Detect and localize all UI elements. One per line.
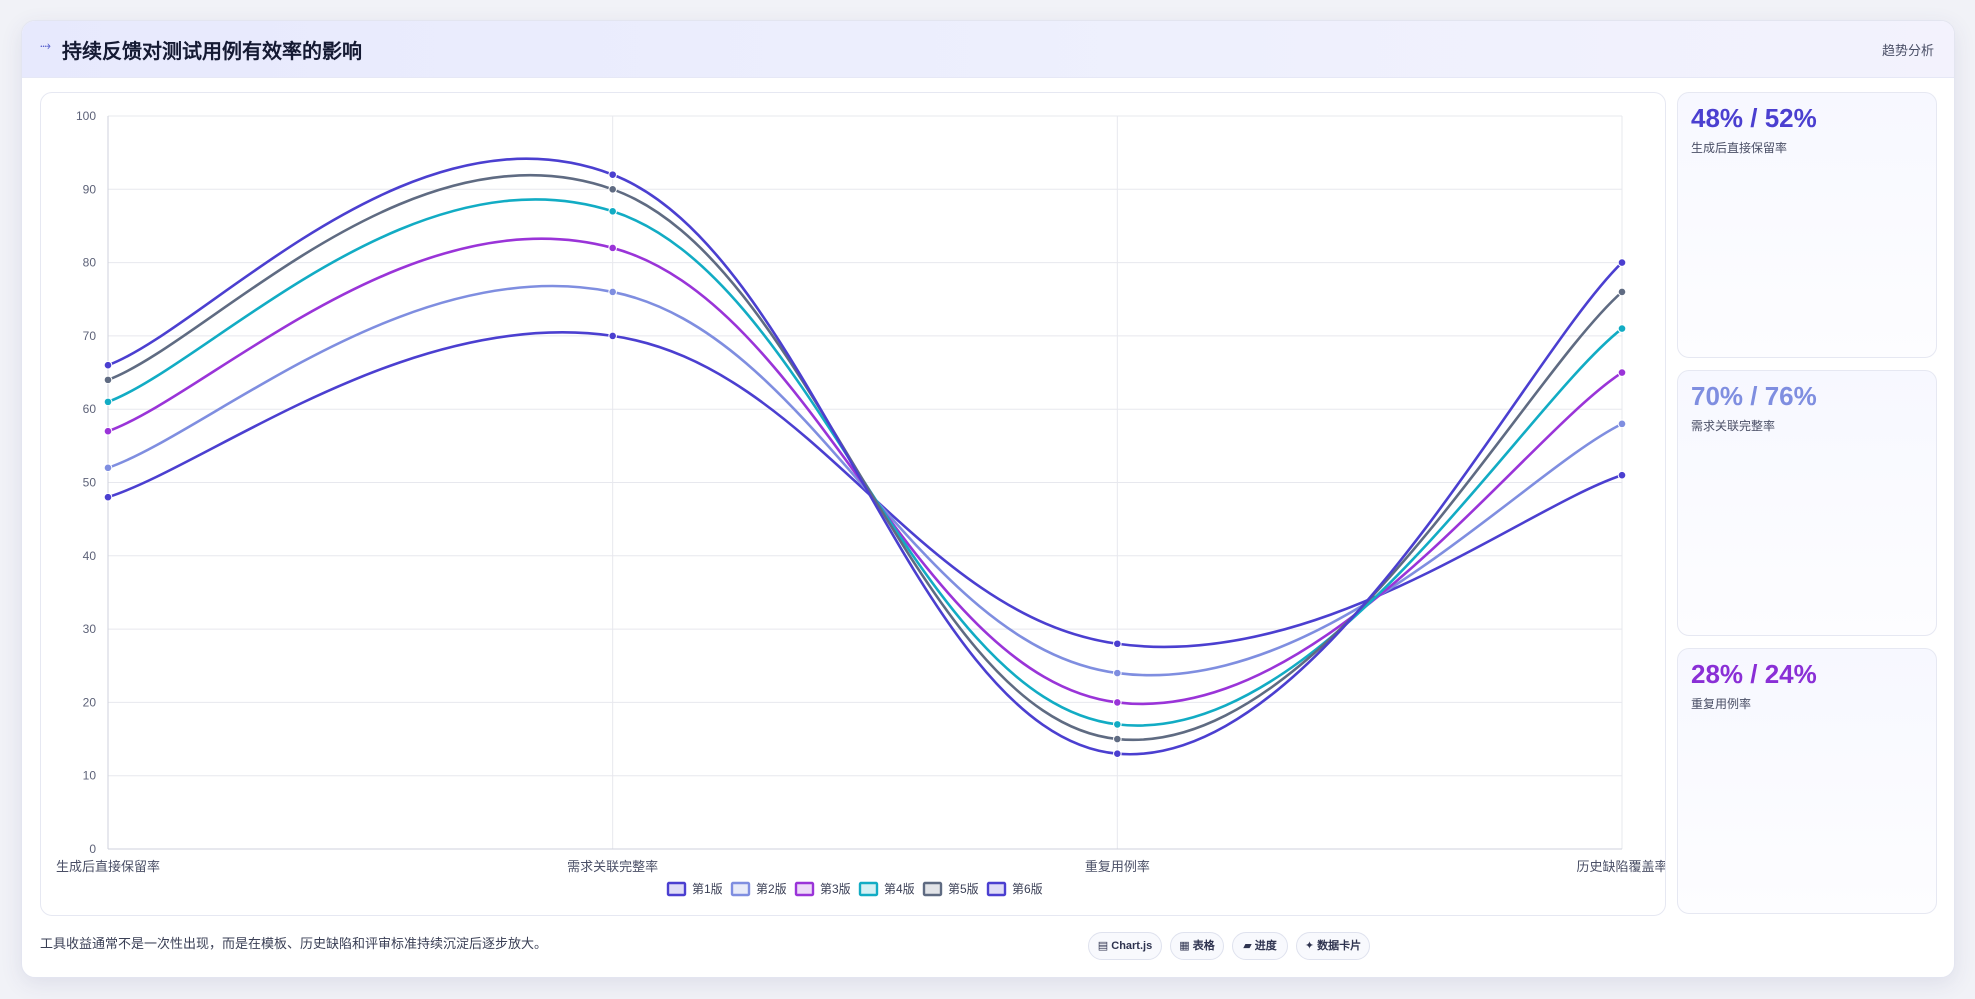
data-point xyxy=(1617,258,1627,267)
y-tick-label: 20 xyxy=(83,695,97,709)
legend-label: 第5版 xyxy=(948,882,979,896)
data-point xyxy=(608,185,617,194)
data-point xyxy=(103,463,113,473)
data-point xyxy=(103,426,113,436)
x-category-label: 需求关联完整率 xyxy=(567,859,658,874)
page-title: 持续反馈对测试用例有效率的影响 xyxy=(62,41,362,63)
y-tick-label: 60 xyxy=(83,402,97,416)
y-tick-label: 90 xyxy=(83,182,97,196)
legend-swatch xyxy=(858,881,879,897)
series-line-3 xyxy=(107,237,1623,706)
kpi-label: 需求关联完整率 xyxy=(1691,419,1776,433)
trend-analysis-tag[interactable]: 趋势分析 xyxy=(1881,43,1934,58)
kpi-value: 28% / 24% xyxy=(1691,659,1817,689)
x-category-label: 重复用例率 xyxy=(1085,859,1150,874)
legend-swatch xyxy=(794,881,815,897)
series-line-1 xyxy=(107,330,1623,649)
y-tick-label: 80 xyxy=(83,256,97,270)
series-line-6 xyxy=(107,157,1623,756)
y-tick-label: 70 xyxy=(83,329,97,343)
table-chip[interactable]: ▦ 表格 xyxy=(1170,932,1224,960)
data-point xyxy=(1113,720,1122,729)
chart-card: 0 10 20 30 40 50 60 70 80 90 100 生成后直接保留率 需求关联完整率 重复用… xyxy=(40,92,1666,916)
footer-note: 工具收益通常不是一次性出现，而是在模板、历史缺陷和评审标准持续沉淀后逐步放大。 xyxy=(40,936,548,951)
kpi-value: 70% / 76% xyxy=(1691,381,1817,411)
y-tick-label: 0 xyxy=(89,842,96,856)
kpi-card-retention: 48% / 52% 生成后直接保留率 xyxy=(1677,92,1937,358)
legend-swatch xyxy=(666,881,687,897)
x-category-label: 历史缺陷覆盖率 xyxy=(1576,859,1665,874)
legend-swatch xyxy=(986,881,1007,897)
data-point xyxy=(1617,368,1627,377)
series-line-5 xyxy=(107,174,1623,742)
data-point xyxy=(608,331,617,341)
header-bar: ⤑ 持续反馈对测试用例有效率的影响 趋势分析 xyxy=(22,21,1954,78)
x-category-label: 生成后直接保留率 xyxy=(56,859,160,874)
data-point xyxy=(1617,324,1627,333)
y-tick-label: 100 xyxy=(76,109,96,123)
data-point xyxy=(1617,287,1627,297)
data-point xyxy=(103,375,113,385)
y-tick-label: 50 xyxy=(83,476,97,490)
trend-icon: ⤑ xyxy=(40,37,52,53)
data-point xyxy=(103,397,113,407)
line-chart: 0 10 20 30 40 50 60 70 80 90 100 生成后直接保留率 需求关联完整率 重复用… xyxy=(56,109,1665,897)
legend-swatch xyxy=(922,881,943,897)
data-point xyxy=(1617,470,1627,480)
legend-label: 第2版 xyxy=(756,882,787,896)
data-point xyxy=(1113,668,1122,678)
kpi-label: 重复用例率 xyxy=(1691,697,1752,711)
legend-label: 第6版 xyxy=(1012,882,1043,896)
legend-swatch xyxy=(730,881,751,897)
data-point xyxy=(1113,698,1122,707)
chartjs-chip[interactable]: ▤ Chart.js xyxy=(1088,932,1162,960)
series-line-2 xyxy=(107,284,1623,677)
legend-label: 第3版 xyxy=(820,882,851,896)
data-point xyxy=(103,360,113,370)
data-point xyxy=(608,243,617,253)
kpi-card-requirement-link: 70% / 76% 需求关联完整率 xyxy=(1677,370,1937,636)
data-point xyxy=(1113,639,1122,649)
kpi-label: 生成后直接保留率 xyxy=(1691,141,1788,155)
data-point xyxy=(1113,749,1122,759)
y-tick-label: 30 xyxy=(83,622,97,636)
progress-chip[interactable]: ▰ 进度 xyxy=(1232,932,1288,960)
y-tick-label: 40 xyxy=(83,549,97,563)
legend-label: 第4版 xyxy=(884,882,915,896)
y-tick-label: 10 xyxy=(83,769,97,783)
series-line-4 xyxy=(107,198,1623,727)
data-card-chip[interactable]: ✦ 数据卡片 xyxy=(1296,932,1370,960)
data-point xyxy=(608,170,617,179)
data-point xyxy=(1617,419,1627,429)
legend-label: 第1版 xyxy=(692,882,723,896)
dashboard-panel: ⤑ 持续反馈对测试用例有效率的影响 趋势分析 0 10 20 30 40 50 60 70 80… xyxy=(21,20,1955,978)
data-point xyxy=(1113,734,1122,744)
kpi-card-duplicate-rate: 28% / 24% 重复用例率 xyxy=(1677,648,1937,914)
data-point xyxy=(608,206,617,216)
data-point xyxy=(608,287,617,297)
kpi-value: 48% / 52% xyxy=(1691,103,1817,133)
data-point xyxy=(103,492,113,502)
